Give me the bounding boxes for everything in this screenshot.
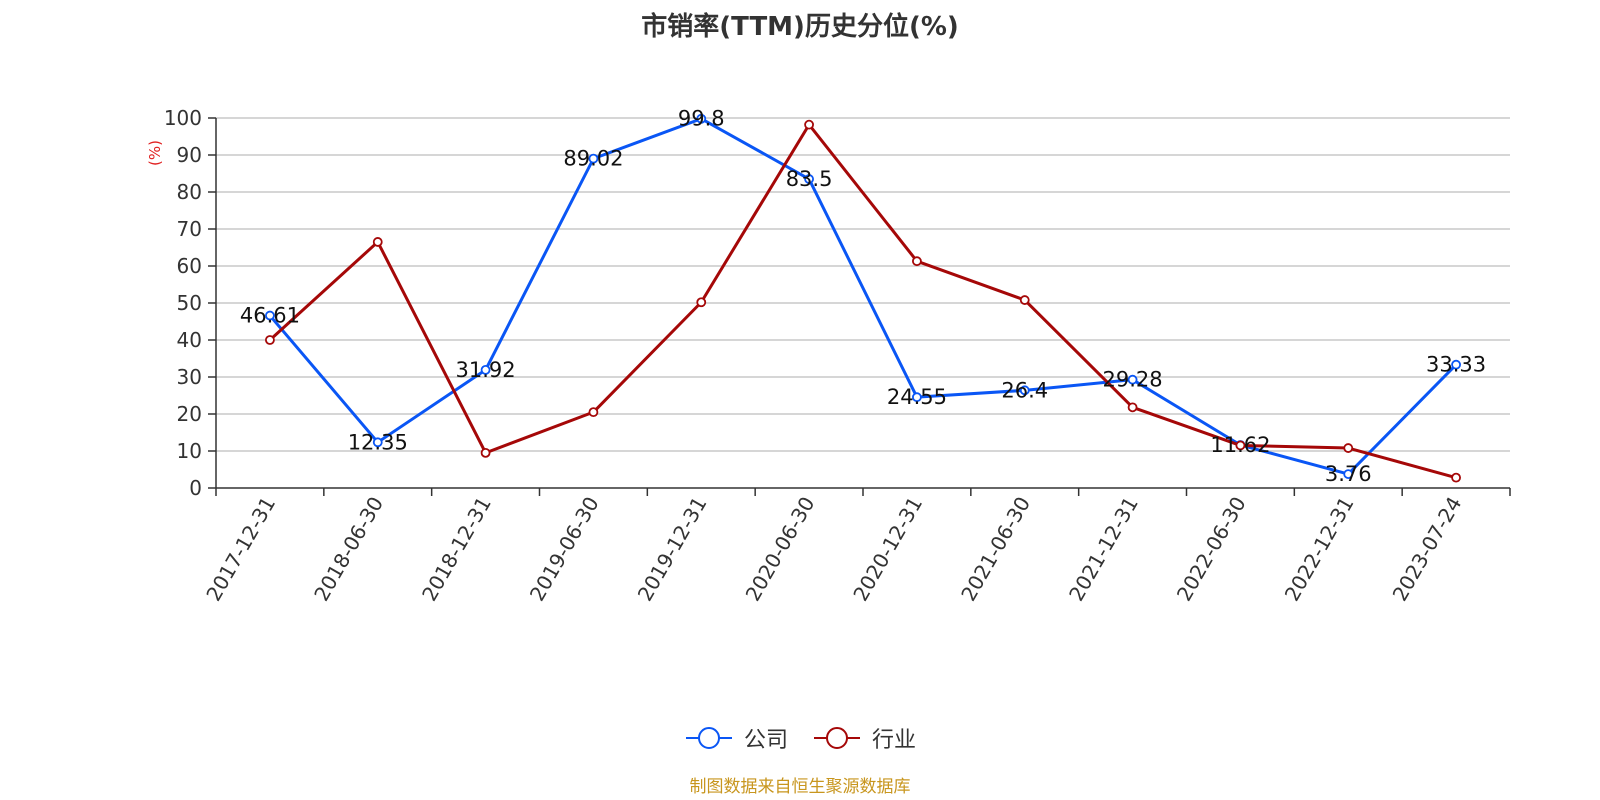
legend-item-industry[interactable]: 行业 bbox=[812, 722, 916, 754]
x-tick-label: 2019-06-30 bbox=[525, 493, 604, 606]
x-tick-label: 2021-12-31 bbox=[1064, 493, 1143, 606]
data-point-industry[interactable] bbox=[265, 335, 275, 345]
y-tick-label: 70 bbox=[177, 217, 202, 241]
legend-label-company: 公司 bbox=[743, 728, 788, 753]
data-point-industry[interactable] bbox=[480, 447, 491, 458]
data-point-industry[interactable] bbox=[1451, 472, 1461, 483]
y-tick-label: 10 bbox=[177, 439, 202, 463]
data-labels: 46.61 12.35 31.92 89.02 99.8 83.5 24.55 26.4 29.… bbox=[240, 107, 1486, 486]
data-point-industry[interactable] bbox=[372, 237, 383, 247]
y-tick-label: 0 bbox=[189, 476, 202, 500]
y-tick-label: 60 bbox=[177, 254, 202, 278]
legend-marker-industry bbox=[814, 727, 860, 749]
x-tick-label: 2019-12-31 bbox=[633, 493, 712, 606]
data-label: 83.5 bbox=[786, 167, 833, 191]
x-tick-label: 2018-06-30 bbox=[309, 493, 388, 606]
x-tick-label: 2020-06-30 bbox=[741, 493, 820, 606]
axes: 0 10 20 30 40 50 60 70 80 90 100 2017-12-31 2018-06-… bbox=[164, 106, 1511, 606]
data-point-company[interactable] bbox=[696, 113, 707, 124]
data-label: 46.61 bbox=[240, 304, 300, 328]
data-point-industry[interactable] bbox=[1127, 402, 1138, 413]
x-tick-label: 2021-06-30 bbox=[956, 493, 1035, 606]
y-tick-label: 90 bbox=[177, 143, 202, 167]
x-tick-label: 2017-12-31 bbox=[201, 493, 280, 606]
series-line-company bbox=[268, 117, 1458, 476]
legend: 公司 行业 bbox=[0, 722, 1600, 754]
legend-marker-company bbox=[685, 727, 732, 749]
y-axis-label: (%) bbox=[146, 140, 164, 166]
x-tick-label: 2022-06-30 bbox=[1172, 493, 1251, 606]
data-label: 99.8 bbox=[678, 107, 725, 131]
data-label: 29.28 bbox=[1103, 368, 1163, 392]
data-label: 11.62 bbox=[1210, 433, 1270, 457]
y-tick-label: 80 bbox=[177, 180, 202, 204]
data-label: 24.55 bbox=[887, 385, 947, 409]
data-point-company[interactable] bbox=[1127, 374, 1138, 385]
data-label: 31.92 bbox=[456, 358, 516, 382]
legend-label-industry: 行业 bbox=[872, 728, 917, 753]
data-label: 33.33 bbox=[1426, 353, 1486, 377]
y-tick-label: 50 bbox=[177, 291, 202, 315]
data-point-industry[interactable] bbox=[1019, 295, 1030, 305]
y-tick-label: 30 bbox=[177, 365, 202, 389]
x-tick-label: 2020-12-31 bbox=[848, 493, 927, 606]
data-label: 3.76 bbox=[1325, 462, 1372, 486]
x-tick-label: 2022-12-31 bbox=[1280, 493, 1359, 606]
data-point-company[interactable] bbox=[588, 153, 599, 164]
data-label: 26.4 bbox=[1001, 378, 1048, 402]
data-point-industry[interactable] bbox=[588, 407, 599, 418]
y-tick-label: 100 bbox=[164, 106, 202, 130]
chart-title: 市销率(TTM)历史分位(%) bbox=[641, 12, 959, 42]
data-point-company[interactable] bbox=[372, 437, 383, 448]
data-point-industry[interactable] bbox=[1235, 440, 1246, 451]
y-tick-label: 40 bbox=[177, 328, 202, 352]
legend-item-company[interactable]: 公司 bbox=[684, 722, 788, 754]
data-label: 89.02 bbox=[563, 147, 623, 171]
series bbox=[265, 113, 1461, 483]
data-point-company[interactable] bbox=[1451, 359, 1461, 370]
data-point-company[interactable] bbox=[912, 392, 922, 403]
series-line-industry bbox=[268, 123, 1457, 480]
data-point-company[interactable] bbox=[265, 310, 275, 321]
source-note: 制图数据来自恒生聚源数据库 bbox=[689, 777, 911, 797]
data-point-industry[interactable] bbox=[696, 297, 707, 308]
data-point-industry[interactable] bbox=[1343, 443, 1354, 453]
x-tick-label: 2023-07-24 bbox=[1388, 493, 1467, 606]
data-point-industry[interactable] bbox=[804, 119, 814, 130]
data-point-company[interactable] bbox=[804, 174, 814, 184]
data-point-company[interactable] bbox=[480, 364, 491, 375]
data-point-industry[interactable] bbox=[912, 256, 922, 267]
grid-lines bbox=[216, 117, 1510, 452]
y-tick-label: 20 bbox=[177, 402, 202, 426]
data-point-company[interactable] bbox=[1019, 385, 1030, 396]
data-label: 12.35 bbox=[348, 430, 408, 454]
x-tick-label: 2018-12-31 bbox=[417, 493, 496, 606]
data-point-company[interactable] bbox=[1343, 469, 1354, 479]
